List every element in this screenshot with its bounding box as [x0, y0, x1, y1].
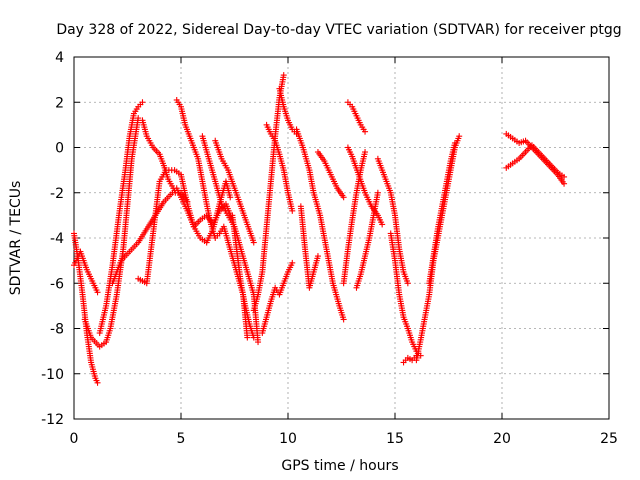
data-point [404, 280, 411, 287]
data-point [362, 149, 369, 156]
series-arc-17 [293, 126, 347, 323]
data-series [71, 72, 568, 386]
series-arc-22 [344, 99, 369, 135]
y-tick-label: -6 [50, 276, 64, 292]
data-point [379, 221, 386, 228]
y-tick-labels: -12 -10 -8 -6 -4 -2 0 2 4 [41, 50, 64, 428]
data-point [250, 334, 257, 341]
axis-ticks [73, 56, 610, 420]
series-arc-10 [199, 133, 262, 346]
x-tick-label: 15 [386, 431, 404, 447]
y-tick-label: 4 [55, 50, 64, 66]
data-point [451, 139, 458, 146]
y-tick-label: 0 [55, 141, 64, 157]
series-arc-30 [503, 142, 568, 180]
data-point [340, 316, 347, 323]
x-tick-label: 5 [177, 431, 186, 447]
series-arc-23 [353, 189, 381, 291]
y-tick-label: -4 [50, 231, 64, 247]
series-arc-16 [276, 85, 300, 137]
data-point [561, 180, 568, 187]
data-point [340, 194, 347, 201]
data-point [289, 259, 296, 266]
series-arc-11 [212, 137, 257, 246]
data-point [374, 189, 381, 196]
data-point [362, 128, 369, 135]
chart-title: Day 328 of 2022, Sidereal Day-to-day VTE… [56, 22, 621, 38]
data-point [255, 339, 262, 346]
y-axis-label: SDTVAR / TECUs [8, 181, 24, 296]
series-arc-13 [250, 72, 287, 314]
series-arc-24 [374, 155, 411, 287]
data-point [289, 207, 296, 214]
data-point [139, 99, 146, 106]
series-arc-19 [314, 149, 347, 201]
data-point [456, 133, 463, 140]
series-arc-28 [426, 139, 458, 287]
x-tick-label: 10 [279, 431, 297, 447]
y-tick-label: -12 [41, 412, 64, 428]
series-arc-18 [297, 203, 321, 291]
series-arc-4 [96, 99, 146, 337]
data-point [227, 194, 234, 201]
data-point [250, 239, 257, 246]
x-tick-labels: 0 5 10 15 20 25 [70, 431, 618, 447]
x-tick-label: 0 [70, 431, 79, 447]
y-tick-label: -8 [50, 322, 64, 338]
data-point [94, 289, 101, 296]
data-point [561, 173, 568, 180]
y-tick-label: 2 [55, 95, 64, 111]
data-point [314, 253, 321, 260]
series-arc-14 [259, 259, 296, 337]
x-tick-label: 20 [493, 431, 511, 447]
series-arc-12 [229, 212, 257, 341]
data-point [244, 334, 251, 341]
series-arc-3 [81, 115, 142, 350]
data-point [280, 72, 287, 79]
series-arc-2 [71, 248, 101, 296]
x-axis-label: GPS time / hours [281, 458, 398, 474]
grid-lines [74, 57, 609, 419]
data-point [135, 115, 142, 122]
y-tick-label: -10 [41, 367, 64, 383]
series-arc-15 [263, 121, 296, 214]
y-tick-label: -2 [50, 186, 64, 202]
data-point [94, 379, 101, 386]
x-tick-label: 25 [600, 431, 618, 447]
